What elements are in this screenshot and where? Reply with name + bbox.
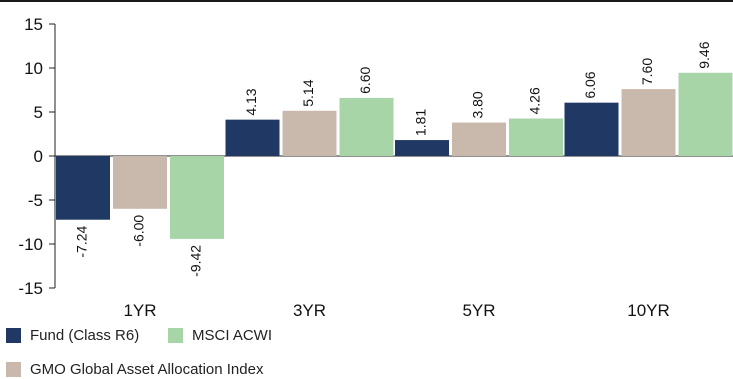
data-label: 5.14 [300, 79, 316, 106]
data-label: 9.46 [696, 41, 712, 68]
bar [225, 119, 280, 156]
legend-swatch-fund [6, 328, 21, 343]
y-tick-label: 10 [24, 59, 43, 78]
bar-chart: 15 10 5 0 -5 -10 -15 -7.24 -6.00 -9.42 1YR 4.13 5.14… [18, 15, 733, 320]
legend-swatch-msci [168, 328, 183, 343]
data-label: -6.00 [131, 215, 147, 247]
data-label: 4.26 [527, 87, 543, 114]
data-label: 1.81 [413, 109, 429, 136]
bar [339, 97, 394, 156]
y-tick-label: -10 [18, 235, 43, 254]
data-label: 6.06 [582, 71, 598, 98]
y-tick-label: 15 [24, 15, 43, 34]
data-label: 6.60 [357, 66, 373, 93]
bar [621, 89, 676, 156]
bar [56, 156, 110, 220]
y-tick-label: -15 [18, 279, 43, 298]
legend-swatch-gmo [6, 362, 21, 377]
legend-item-fund: Fund (Class R6) [6, 327, 139, 344]
top-rule [0, 0, 733, 2]
x-category-label: 3YR [293, 301, 326, 320]
bar [509, 118, 563, 156]
data-label: -7.24 [74, 226, 90, 258]
bar [564, 102, 619, 156]
y-tick-label: 5 [34, 103, 43, 122]
legend-label-fund: Fund (Class R6) [30, 327, 140, 344]
legend-item-gmo: GMO Global Asset Allocation Index [6, 361, 263, 378]
legend-label-msci: MSCI ACWI [192, 327, 273, 344]
data-label: 3.80 [470, 91, 486, 118]
bar [452, 122, 506, 156]
data-label: 4.13 [243, 88, 259, 115]
y-tick-label: -5 [28, 191, 43, 210]
legend-item-msci: MSCI ACWI [168, 327, 272, 344]
y-tick-label: 0 [34, 147, 43, 166]
bar [113, 156, 167, 209]
bar [395, 140, 449, 156]
data-label: 7.60 [639, 58, 655, 85]
x-category-label: 1YR [123, 301, 156, 320]
bar [282, 110, 337, 156]
bar [678, 72, 733, 156]
data-label: -9.42 [188, 245, 204, 277]
x-category-label: 5YR [462, 301, 495, 320]
legend-label-gmo: GMO Global Asset Allocation Index [30, 361, 264, 378]
bar [170, 156, 224, 239]
x-category-label: 10YR [627, 301, 670, 320]
